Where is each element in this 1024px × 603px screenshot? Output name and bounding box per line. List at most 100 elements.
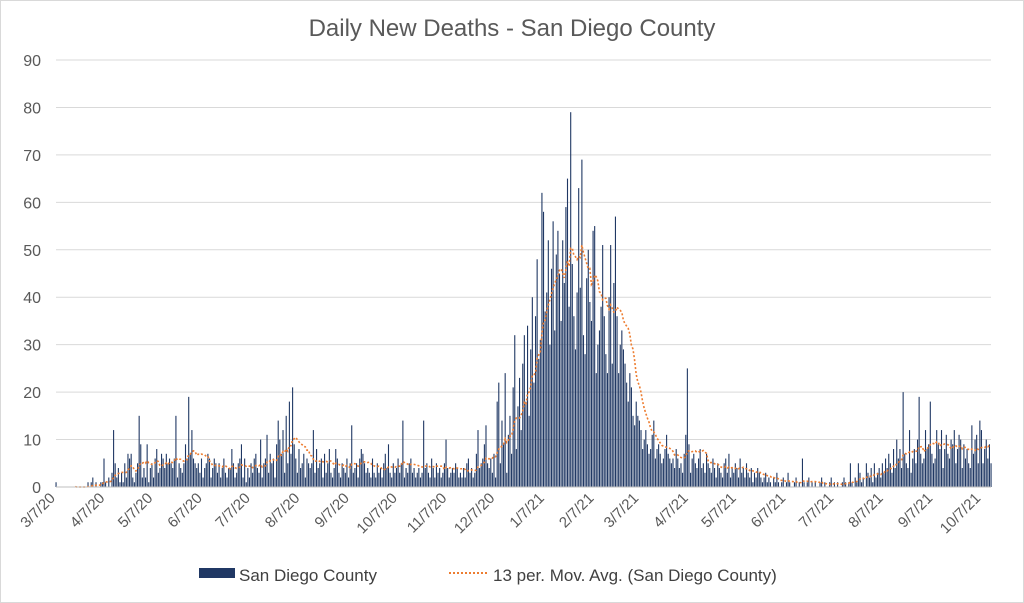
bar-day-167 (322, 477, 324, 487)
bar-day-228 (419, 477, 422, 487)
bar-day-241 (440, 477, 442, 487)
bar-day-497 (849, 463, 851, 487)
bar-day-396 (688, 444, 690, 487)
bar-day-236 (432, 468, 434, 487)
bar-day-556 (944, 449, 946, 487)
bar-day-350 (614, 216, 616, 487)
bar-day-422 (729, 477, 732, 487)
bar-day-273 (491, 472, 493, 487)
bar-day-337 (594, 226, 596, 487)
bar-day-398 (691, 458, 693, 487)
bar-day-192 (362, 453, 364, 487)
bar-day-584 (988, 444, 990, 487)
bar-day-372 (650, 449, 652, 487)
bar-day-57 (146, 444, 148, 487)
bar-day-53 (140, 444, 142, 487)
bar-day-184 (349, 463, 351, 487)
y-tick-label-20: 20 (23, 385, 41, 402)
bar-day-345 (606, 373, 609, 487)
bar-day-355 (622, 349, 624, 487)
bar-day-111 (232, 463, 235, 487)
bar-day-123 (252, 472, 254, 487)
bar-day-183 (347, 477, 350, 487)
bar-day-443 (763, 477, 765, 487)
bar-day-205 (383, 463, 385, 487)
bar-day-543 (923, 458, 925, 487)
legend[interactable]: San Diego County 13 per. Mov. Avg. (San … (199, 566, 777, 585)
bar-day-531 (904, 453, 906, 487)
bar-day-509 (869, 477, 871, 487)
bar-day-45 (127, 453, 129, 487)
bar-day-254 (461, 477, 463, 487)
bar-day-159 (309, 468, 311, 487)
bar-day-149 (293, 444, 295, 487)
bar-day-367 (642, 449, 644, 487)
bar-day-519 (885, 458, 887, 487)
bar-day-40 (119, 482, 121, 487)
bar-day-56 (145, 477, 147, 487)
bar-day-296 (528, 415, 530, 487)
bar-day-303 (539, 339, 541, 487)
bar-day-407 (706, 453, 708, 487)
bar-day-78 (180, 468, 182, 487)
bar-day-567 (961, 468, 963, 487)
bar-day-286 (512, 387, 514, 487)
bar-day-93 (204, 468, 206, 487)
bar-day-327 (578, 188, 580, 487)
bar-day-206 (384, 453, 386, 487)
bar-day-406 (704, 472, 706, 487)
bar-day-88 (196, 468, 198, 487)
x-tick-label-4/7/21: 4/7/21 (650, 490, 692, 532)
bar-day-346 (608, 297, 610, 487)
bar-day-529 (901, 468, 903, 487)
bar-day-538 (915, 463, 917, 487)
y-tick-label-80: 80 (23, 100, 41, 117)
bar-day-500 (854, 477, 856, 487)
bar-day-381 (664, 449, 666, 487)
bar-day-289 (517, 406, 519, 487)
bar-day-439 (757, 468, 759, 487)
bar-day-198 (371, 458, 374, 487)
bar-day-305 (542, 211, 545, 487)
bar-day-284 (509, 415, 511, 487)
bar-day-285 (511, 453, 513, 487)
bar-day-47 (130, 453, 132, 487)
bar-day-297 (530, 349, 532, 487)
bar-day-133 (268, 472, 270, 487)
bar-day-200 (375, 477, 377, 487)
bar-day-382 (666, 434, 668, 487)
bar-day-446 (768, 477, 770, 487)
bar-day-243 (443, 463, 445, 487)
bar-day-537 (913, 449, 915, 487)
bar-day-208 (387, 444, 390, 487)
bar-day-427 (737, 477, 740, 487)
bar-day-48 (132, 477, 134, 487)
bar-day-0 (55, 482, 57, 487)
bar-day-374 (653, 420, 655, 487)
bar-day-240 (439, 468, 441, 487)
bar-day-390 (678, 468, 680, 487)
bar-day-306 (544, 311, 546, 487)
bar-day-253 (459, 472, 461, 487)
bar-day-28 (100, 482, 102, 487)
bar-day-135 (271, 463, 273, 487)
bar-day-539 (916, 439, 919, 487)
bar-day-405 (702, 463, 704, 487)
bar-day-134 (269, 453, 271, 487)
bar-day-577 (977, 463, 979, 487)
bar-day-430 (742, 468, 744, 487)
bar-day-328 (579, 287, 581, 487)
bar-day-533 (907, 468, 909, 487)
bar-day-400 (694, 463, 696, 487)
bar-day-217 (402, 420, 404, 487)
bar-day-75 (175, 415, 177, 487)
bar-day-166 (320, 458, 322, 487)
bar-day-375 (654, 458, 656, 487)
bar-day-144 (285, 415, 287, 487)
bar-day-452 (777, 482, 780, 487)
bar-day-282 (506, 472, 508, 487)
bar-day-79 (181, 472, 183, 487)
bar-day-580 (982, 463, 984, 487)
bar-day-516 (880, 477, 882, 487)
bar-day-175 (335, 449, 337, 487)
